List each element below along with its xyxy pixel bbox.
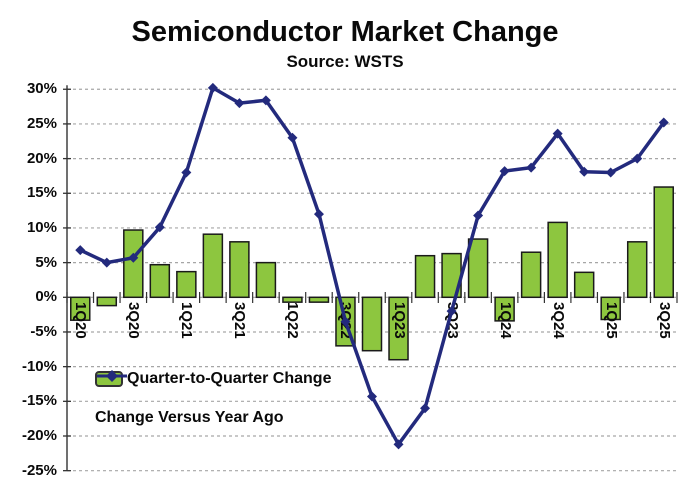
data-point-1Q24: [499, 166, 510, 177]
bar-2Q23: [414, 254, 436, 299]
y-axis-label: 0%: [35, 288, 57, 306]
data-point-4Q22: [367, 391, 377, 402]
y-axis-label: 15%: [26, 184, 57, 202]
y-axis-label: 30%: [26, 80, 57, 98]
data-point-3Q25: [658, 117, 669, 128]
bar-1Q21: [176, 270, 197, 299]
bar-3Q24: [547, 221, 568, 299]
data-point-3Q22: [340, 316, 351, 327]
data-point-3Q23: [446, 306, 457, 317]
data-point-3Q20: [128, 252, 139, 263]
bar-1Q22: [282, 296, 303, 303]
bar-4Q24: [573, 271, 595, 299]
chart-subtitle: Source: WSTS: [286, 52, 404, 71]
data-point-2Q21: [207, 82, 218, 93]
bar-3Q20: [123, 229, 144, 299]
y-axis-label: 5%: [35, 253, 57, 271]
data-point-2Q20: [101, 257, 112, 268]
data-point-1Q22: [287, 132, 298, 143]
y-axis-label: 10%: [26, 218, 57, 236]
data-point-3Q24: [552, 128, 563, 139]
legend-line-label: Change Versus Year Ago: [95, 409, 284, 426]
bar-3Q25: [653, 186, 674, 299]
data-point-1Q23: [393, 439, 404, 450]
data-point-1Q25: [605, 167, 616, 178]
line-diamond-marker-icon: [97, 370, 127, 382]
bar-2Q24: [520, 251, 542, 299]
y-axis-label: -10%: [21, 357, 57, 375]
data-point-2Q24: [526, 162, 537, 173]
bar-1Q24: [494, 296, 515, 322]
data-point-4Q20: [154, 222, 165, 233]
data-point-4Q24: [579, 166, 590, 177]
data-point-1Q21: [181, 167, 192, 178]
bar-2Q21: [202, 233, 224, 299]
bar-1Q25: [600, 296, 621, 321]
data-point-2Q25: [632, 153, 643, 164]
y-axis-label: 25%: [26, 114, 57, 132]
data-point-2Q22: [313, 209, 324, 220]
bar-2Q22: [308, 296, 330, 303]
y-axis-label: -20%: [21, 427, 57, 444]
legend-bar-label: Quarter-to-Quarter Change: [127, 370, 332, 387]
bar-4Q22: [361, 296, 383, 352]
bar-4Q20: [149, 263, 171, 299]
data-point-4Q23: [473, 210, 484, 221]
bar-2Q20: [96, 296, 118, 307]
legend: Quarter-to-Quarter Change Change Versus …: [95, 368, 331, 446]
data-point-3Q21: [234, 98, 245, 109]
data-point-1Q20: [75, 245, 86, 256]
legend-item-bars: Quarter-to-Quarter Change: [95, 368, 331, 390]
bar-1Q23: [388, 296, 409, 361]
y-axis-label: -15%: [21, 392, 57, 410]
bar-4Q23: [467, 238, 489, 299]
y-axis-label: 20%: [26, 149, 57, 167]
bar-1Q20: [70, 296, 91, 321]
data-point-4Q21: [260, 95, 271, 106]
bar-2Q25: [626, 241, 648, 299]
y-axis-label: -25%: [21, 461, 57, 479]
chart-title: Semiconductor Market Change: [131, 16, 559, 48]
bar-4Q21: [255, 261, 277, 299]
legend-diamond: [106, 370, 118, 382]
y-axis-label: -5%: [30, 322, 57, 340]
legend-item-line: Change Versus Year Ago: [95, 370, 331, 429]
data-point-2Q23: [420, 403, 431, 414]
bar-3Q21: [229, 241, 250, 299]
